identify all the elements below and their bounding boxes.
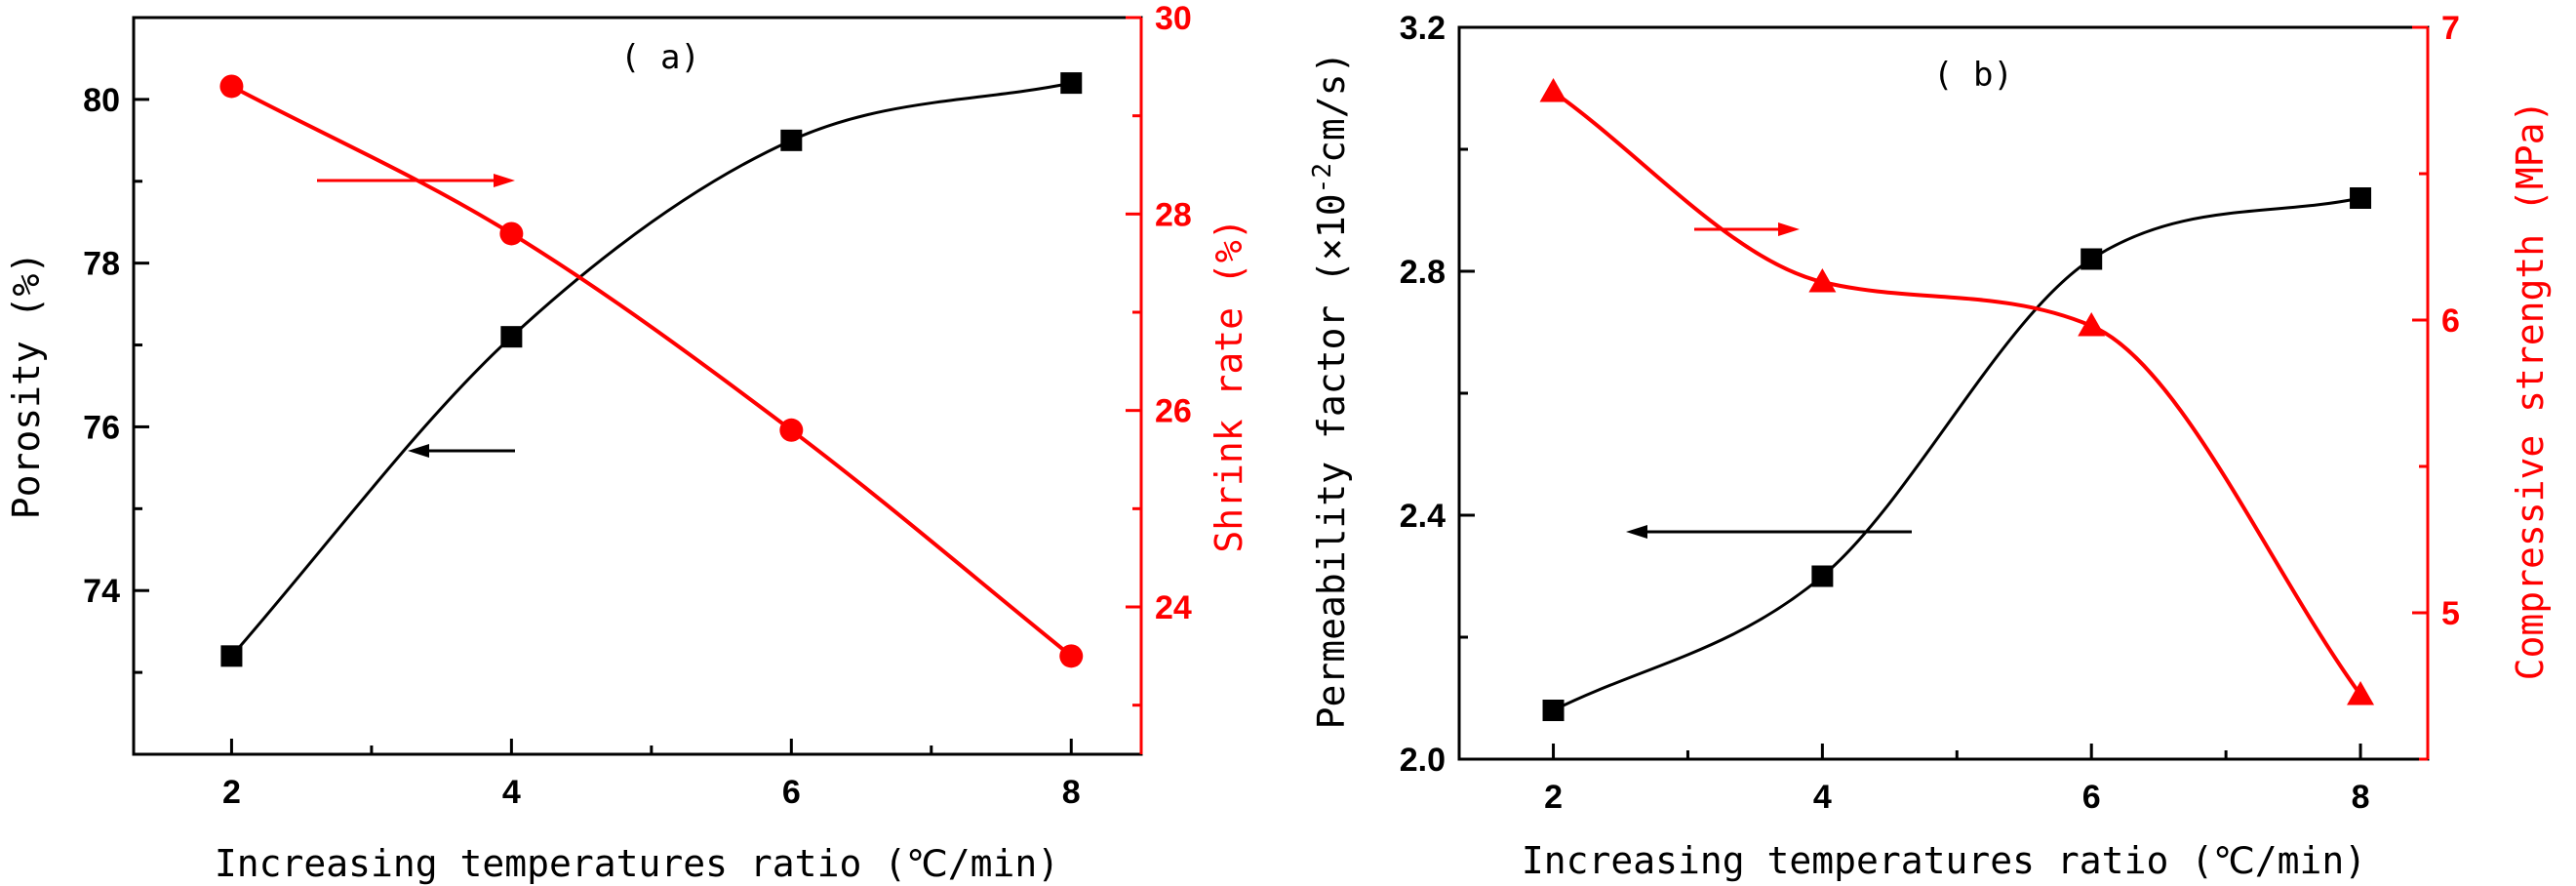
chart-b-x-ticks: 2 4 6 8 (1544, 744, 2370, 816)
chart-b-arrow-head (1626, 525, 1647, 539)
chart-a-y2-tick-label: 24 (1155, 589, 1192, 626)
chart-b-arrow-left (1626, 525, 1912, 539)
chart-a-y-tick-label: 74 (83, 573, 120, 610)
chart-a-y2-tick-label: 30 (1155, 0, 1192, 37)
chart-b-y-tick-label: 2.8 (1400, 254, 1446, 291)
chart-a-x-tick-label: 2 (222, 774, 241, 811)
chart-b-panel-label: ( b) (1933, 56, 2013, 95)
chart-a-y-tick-label: 80 (83, 82, 120, 119)
chart-a-plot-frame (132, 16, 1143, 756)
chart-a-x-tick-label: 6 (782, 774, 801, 811)
chart-b-y2-tick-label: 6 (2441, 302, 2460, 340)
chart-b-series-2-point (2078, 312, 2106, 337)
chart-a-series-1-line (230, 81, 1072, 658)
chart-a-series-1-point (500, 326, 523, 348)
chart-b-y-ticks: 2.0 2.4 2.8 3.2 (1400, 10, 1475, 779)
chart-b-series-1-point (2081, 248, 2103, 270)
chart-b-x-tick-label: 2 (1544, 779, 1563, 816)
chart-a-panel-label: ( a) (620, 38, 700, 77)
chart-b-series-1-point (1811, 565, 1834, 587)
chart-b-y-axis-label: Permeability factor (×10-2cm/s) (1308, 52, 1353, 730)
chart-b-y-tick-label: 3.2 (1400, 10, 1446, 47)
chart-a-arrow-head (494, 174, 515, 187)
chart-a-markers (219, 72, 1084, 668)
chart-a-x-tick-label: 8 (1062, 774, 1081, 811)
chart-b-series-2-line (1552, 90, 2362, 697)
chart-a-y2-tick-label: 26 (1155, 393, 1192, 430)
chart-a-series-1-point (220, 645, 243, 667)
chart-b-y-axis-label-units: cm/s) (1310, 52, 1353, 163)
chart-a-arrow-head (408, 444, 429, 458)
chart-a-y2-tick-label: 28 (1155, 196, 1192, 233)
chart-b-series-1-point (2350, 187, 2372, 209)
chart-b-y-axis-label-exponent: -2 (1308, 163, 1337, 193)
chart-b-y2-tick-label: 7 (2441, 10, 2460, 47)
chart-b-plot-frame (1457, 25, 2430, 761)
chart-a-x-axis-label: Increasing temperatures ratio (℃/min) (215, 842, 1059, 885)
chart-b-series-2-point (1808, 268, 1837, 293)
chart-a-y-tick-label: 76 (83, 409, 120, 446)
chart-a-arrow-left (408, 444, 515, 458)
chart-b-markers (1539, 78, 2375, 721)
chart-a-series-2-point (499, 222, 524, 246)
chart-b-series-1-line (1552, 196, 2361, 712)
chart-a-y-axis-label: Porosity (%) (5, 252, 48, 520)
chart-b-x-tick-label: 4 (1813, 779, 1832, 816)
chart-a-series-1-point (780, 129, 803, 151)
chart-b-y2-tick-label: 5 (2441, 595, 2460, 632)
chart-a-arrows (317, 174, 515, 458)
chart-a-curves (230, 81, 1073, 658)
chart-b-x-tick-label: 6 (2082, 779, 2101, 816)
chart-a-y2-ticks: 24 26 28 30 (1126, 0, 1192, 707)
chart-a-series-2-point (1059, 644, 1084, 668)
chart-b-y2-axis-label: Compressive strength (MPa) (2509, 101, 2552, 681)
chart-a-y-tick-label: 78 (83, 246, 120, 283)
chart-b-y-axis-label-text: Permeability factor (×10 (1310, 193, 1353, 729)
chart-b-y-tick-label: 2.4 (1400, 498, 1446, 535)
chart-b-arrow-right (1694, 222, 1800, 236)
chart-b-curves (1552, 90, 2362, 712)
chart-b-series-2-point (1539, 78, 1567, 102)
chart-a-series-1-point (1060, 72, 1083, 95)
chart-b-y2-ticks: 5 6 7 (2412, 10, 2460, 761)
chart-b-x-tick-label: 8 (2352, 779, 2370, 816)
chart-b-series-1-point (1542, 700, 1565, 721)
chart-a-x-tick-label: 4 (502, 774, 521, 811)
chart-a-series-2-line (230, 84, 1073, 658)
chart-b-arrows (1626, 222, 1912, 539)
chart-b-x-axis-label: Increasing temperatures ratio (℃/min) (1522, 839, 2366, 882)
chart-a-series-2-point (219, 74, 244, 99)
chart-a-arrow-right (317, 174, 515, 187)
chart-a-series-2-point (779, 418, 804, 442)
chart-a-x-ticks: 2 4 6 8 (222, 739, 1081, 811)
chart-b-series-2-point (2347, 681, 2375, 705)
chart-b-arrow-head (1778, 222, 1800, 236)
chart-a-y2-axis-label: Shrink rate (%) (1208, 218, 1250, 552)
chart-b: 2 4 6 8 2.0 2.4 2.8 3.2 5 6 7 ( b) Increasing te… (1308, 10, 2552, 882)
chart-a-y-ticks: 74 76 78 80 (83, 16, 149, 756)
chart-b-y-tick-label: 2.0 (1400, 742, 1446, 779)
